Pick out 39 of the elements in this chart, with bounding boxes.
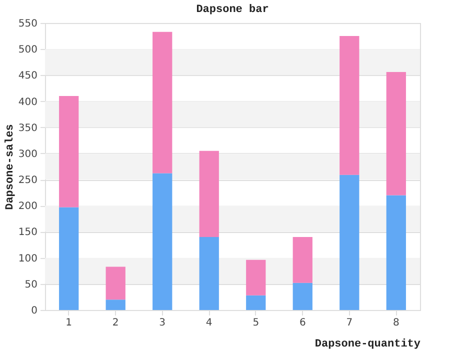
bar [292, 236, 312, 283]
bar [199, 236, 219, 310]
y-tick-label: 50 [24, 279, 38, 290]
bar [59, 207, 79, 310]
y-tick-label: 400 [18, 96, 38, 108]
y-tick-label: 500 [18, 44, 38, 56]
y-tick-label: 450 [18, 70, 38, 82]
bar [152, 32, 172, 174]
bar [106, 266, 126, 300]
x-tick-label: 8 [392, 318, 400, 328]
bar [246, 295, 266, 310]
bar [292, 282, 312, 310]
chart-title: Dapsone bar [196, 4, 269, 16]
bar [386, 195, 406, 310]
bar [152, 173, 172, 310]
y-tick-label: 200 [18, 201, 38, 212]
y-tick-label: 0 [31, 306, 38, 316]
bar [340, 36, 360, 175]
x-axis-title: Dapsone-quantity [314, 338, 421, 350]
bar [246, 260, 266, 296]
y-tick-label: 100 [18, 253, 38, 264]
bar [106, 300, 126, 310]
x-tick-label: 2 [112, 318, 119, 328]
x-tick-label: 6 [299, 318, 306, 328]
bar [59, 96, 79, 208]
y-tick-label: 350 [18, 122, 38, 134]
y-tick-label: 250 [18, 175, 38, 186]
x-tick-label: 3 [159, 318, 166, 328]
x-tick-label: 4 [206, 318, 212, 328]
x-tick-label: 7 [346, 318, 353, 328]
x-tick-label: 5 [252, 318, 260, 328]
y-tick-label: 300 [18, 148, 38, 160]
bar [199, 150, 219, 237]
x-tick-label: 1 [66, 318, 72, 328]
y-axis-title: Dapsone-sales [4, 124, 16, 210]
y-tick-label: 150 [18, 227, 38, 238]
bar [386, 72, 406, 196]
bar [340, 174, 360, 310]
y-tick-label: 550 [18, 18, 38, 30]
